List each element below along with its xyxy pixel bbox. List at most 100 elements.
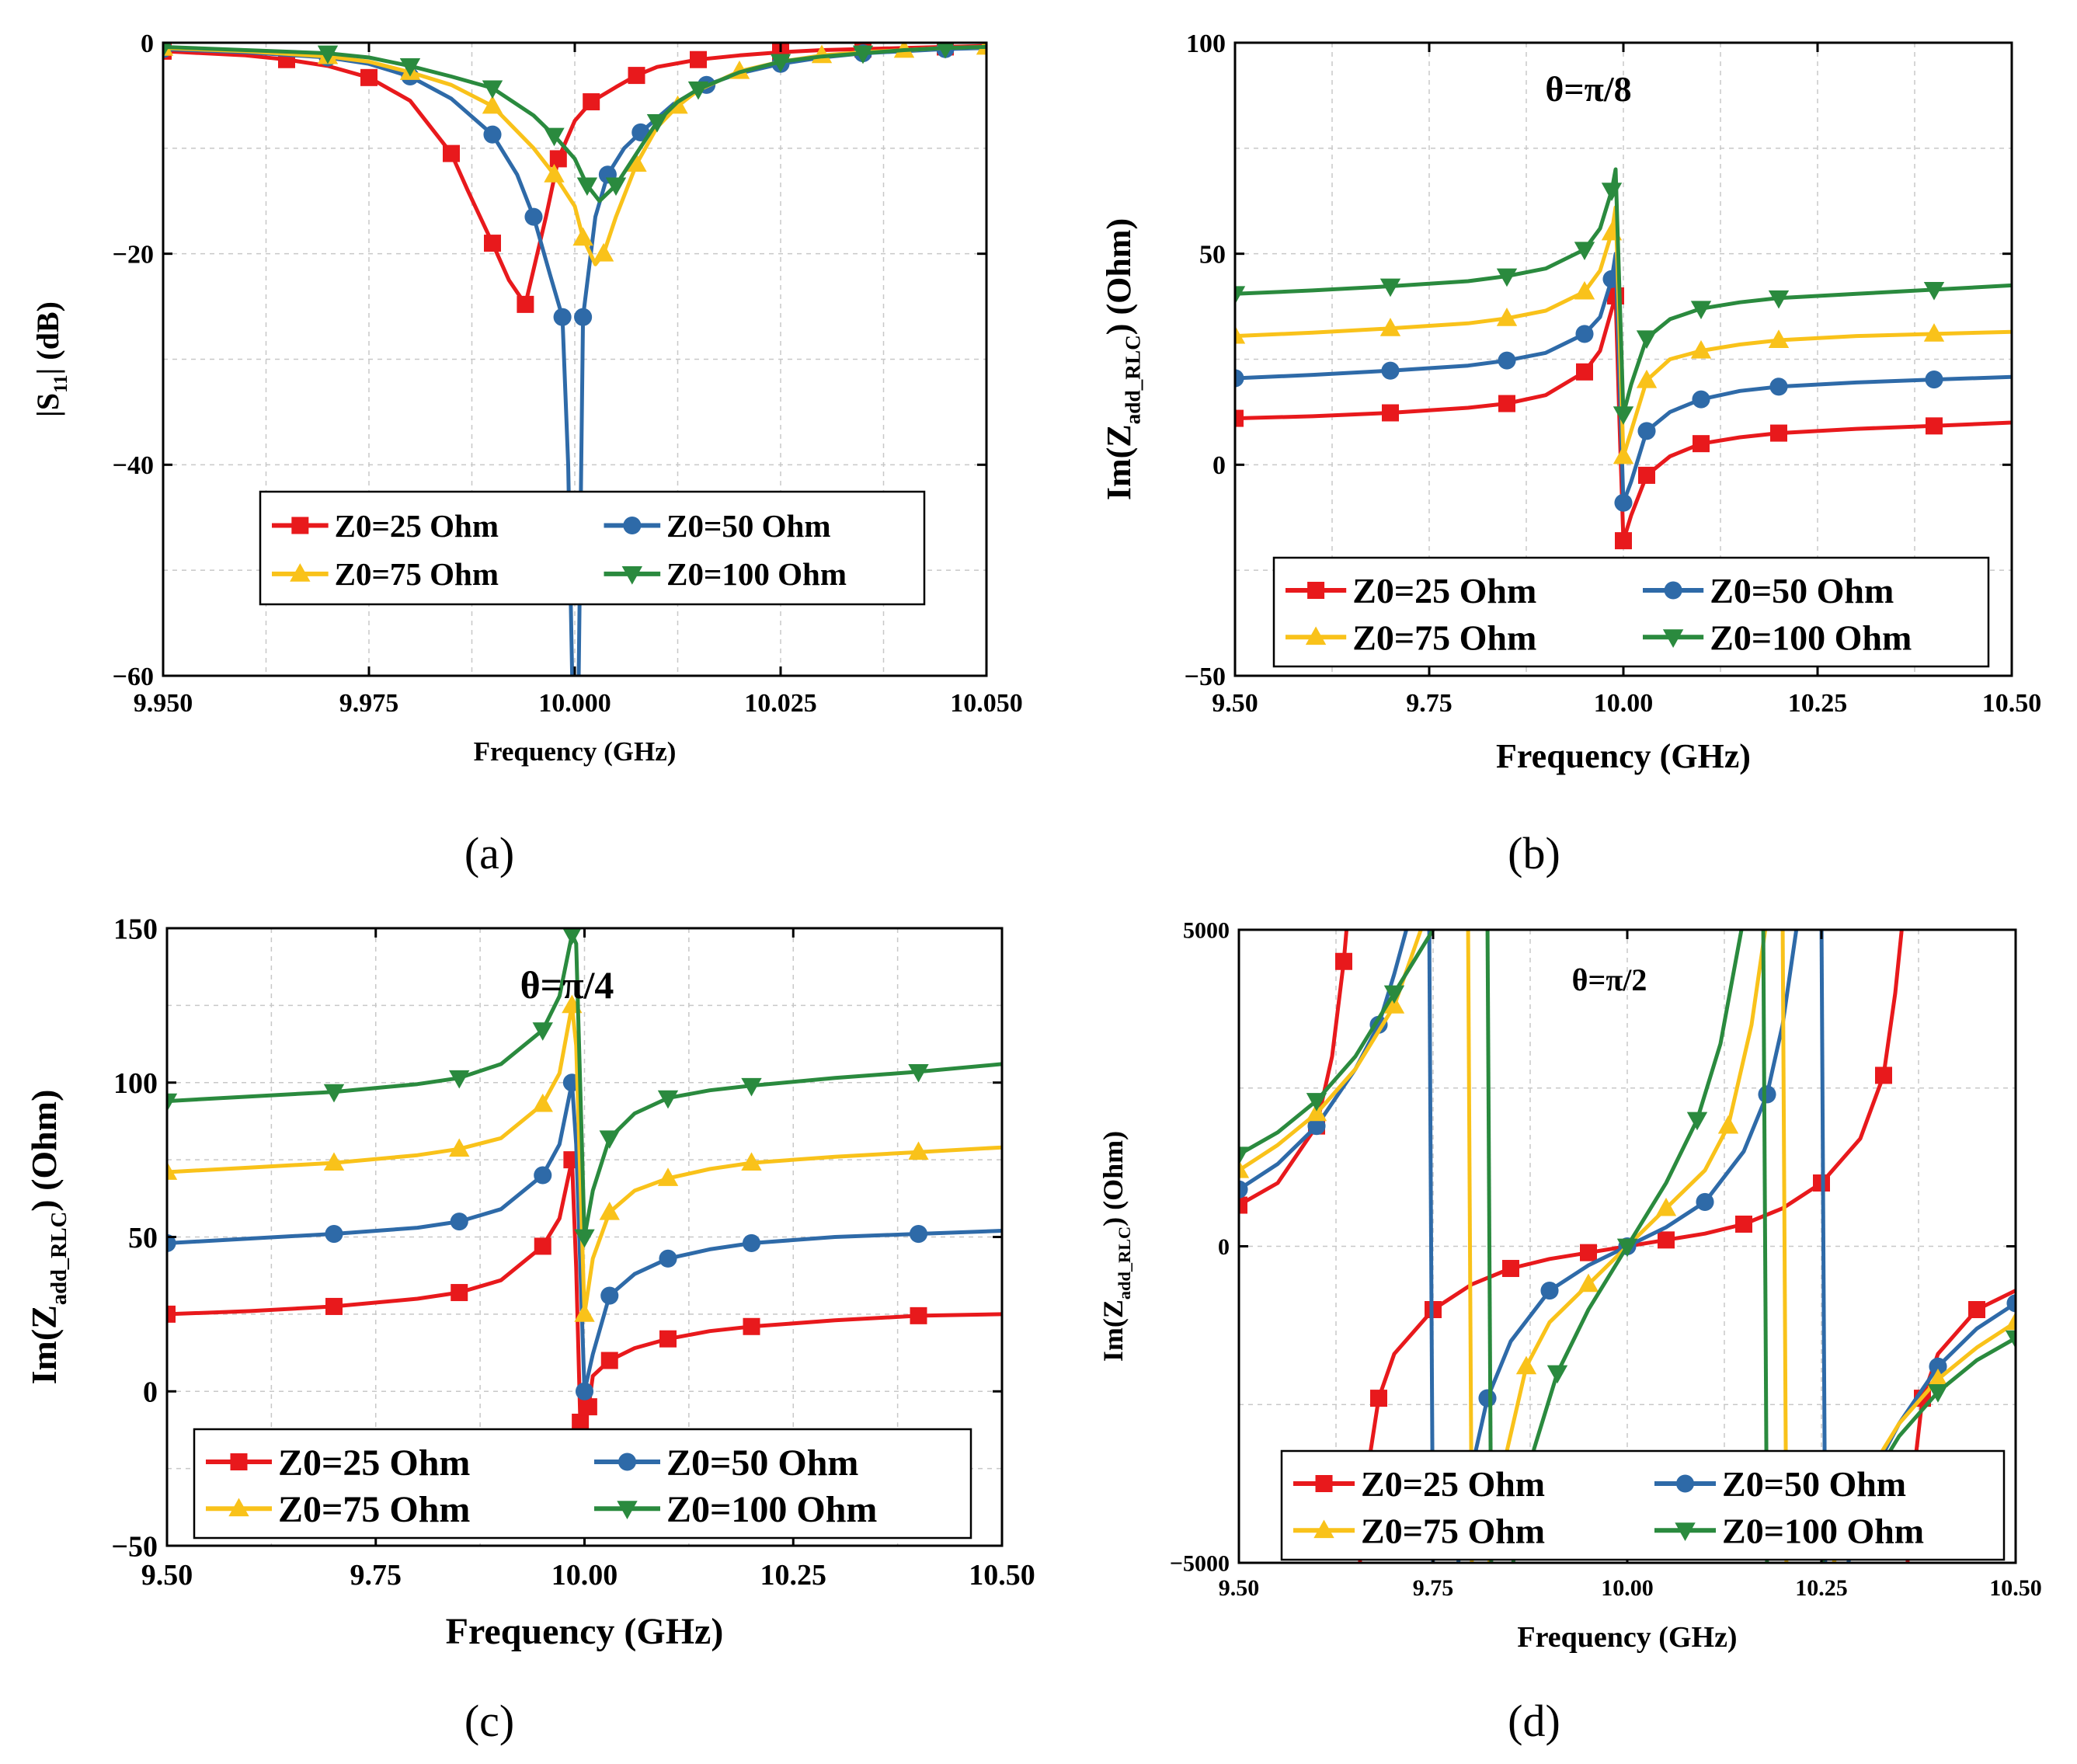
data-point <box>936 43 955 59</box>
data-point <box>484 235 501 252</box>
legend-label: Z0=75 Ohm <box>278 1489 470 1530</box>
data-point <box>553 308 572 326</box>
data-point <box>1637 422 1656 440</box>
legend: Z0=25 Ohm Z0=50 Ohm Z0=75 Ohm Z0=100 Ohm <box>193 1428 972 1540</box>
legend-marker <box>617 1501 638 1519</box>
data-point <box>544 127 565 147</box>
data-point <box>325 1297 343 1315</box>
data-point <box>317 45 339 64</box>
data-point <box>1383 995 1405 1014</box>
data-point <box>1690 301 1712 320</box>
data-point <box>690 50 707 68</box>
data-point <box>1306 1102 1327 1122</box>
series-z0-25-ohm <box>167 1151 1002 1431</box>
data-point <box>1613 406 1634 425</box>
x-tick-label: 9.50 <box>1219 1575 1260 1601</box>
data-point <box>517 295 534 313</box>
data-point <box>574 1229 595 1248</box>
data-point <box>1655 1197 1677 1216</box>
x-tick-label: 9.75 <box>350 1559 402 1592</box>
data-point <box>657 1090 679 1109</box>
data-point <box>2006 1294 2016 1313</box>
data-point <box>2005 1311 2016 1331</box>
x-tick-label: 10.00 <box>1601 1575 1654 1601</box>
data-point <box>599 1201 620 1220</box>
data-point <box>534 1237 551 1255</box>
legend-marker <box>290 563 311 582</box>
theta-annotation: θ=π/8 <box>1545 69 1631 109</box>
series-z0-50-ohm <box>167 1073 1002 1400</box>
data-point <box>1580 1244 1597 1261</box>
y-tick-label: 0 <box>143 1376 158 1409</box>
legend-label: Z0=50 Ohm <box>666 508 830 544</box>
legend-label: Z0=100 Ohm <box>666 556 847 592</box>
data-point <box>574 1303 595 1322</box>
data-point <box>743 1317 760 1335</box>
legend: Z0=25 Ohm Z0=50 Ohm Z0=75 Ohm Z0=100 Ohm <box>1272 556 1990 668</box>
data-point <box>741 1152 762 1171</box>
data-point <box>575 1382 594 1400</box>
data-point <box>583 93 600 111</box>
x-tick-label: 10.000 <box>538 689 611 718</box>
series-z0-50-ohm <box>163 43 986 676</box>
y-axis-title: Im(Zadd_RLC) (Ohm) <box>24 1090 71 1385</box>
data-point <box>544 164 565 183</box>
data-point <box>449 1138 470 1157</box>
legend-marker <box>618 1453 637 1471</box>
data-point <box>1636 369 1658 388</box>
data-point <box>1925 371 1943 389</box>
data-point <box>1383 985 1405 1004</box>
data-point <box>600 1352 618 1369</box>
data-point <box>1692 390 1710 409</box>
data-point <box>572 1414 590 1431</box>
y-tick-label: −40 <box>113 451 154 480</box>
data-point <box>450 1213 468 1231</box>
y-tick-label: 5000 <box>1183 918 1230 944</box>
data-point <box>534 1166 552 1185</box>
y-tick-label: 50 <box>128 1222 158 1254</box>
data-point <box>524 207 543 226</box>
y-tick-label: 150 <box>113 913 158 945</box>
data-point <box>1515 1355 1537 1375</box>
data-point <box>451 1284 468 1302</box>
series-z0-100-ohm <box>163 43 986 204</box>
data-point <box>1379 278 1401 297</box>
legend: Z0=25 Ohm Z0=50 Ohm Z0=75 Ohm Z0=100 Ohm <box>1280 1449 2006 1561</box>
data-point <box>323 1152 345 1171</box>
legend-label: Z0=50 Ohm <box>1722 1464 1906 1504</box>
data-point <box>770 54 791 73</box>
data-point <box>1574 280 1595 300</box>
data-point <box>742 1233 761 1252</box>
y-tick-label: −50 <box>1185 663 1226 691</box>
legend-label: Z0=100 Ohm <box>1710 618 1912 657</box>
data-point <box>1478 1389 1497 1407</box>
plot-area <box>163 43 986 676</box>
data-point <box>1540 1282 1559 1300</box>
data-point <box>163 43 172 58</box>
legend-marker <box>1307 582 1325 599</box>
data-point <box>1686 1112 1708 1131</box>
series-line <box>167 1003 1002 1317</box>
data-point <box>579 1398 597 1416</box>
data-point <box>1770 424 1787 442</box>
series-line <box>1235 167 2012 416</box>
legend-label: Z0=75 Ohm <box>335 556 499 592</box>
data-point <box>1768 290 1790 309</box>
data-point <box>325 1224 343 1244</box>
data-point <box>1498 395 1515 412</box>
data-point <box>605 177 627 197</box>
data-point <box>360 68 377 86</box>
data-point <box>483 125 502 144</box>
data-point <box>1601 183 1623 201</box>
legend-marker <box>1315 1475 1333 1492</box>
data-point <box>167 1233 176 1252</box>
legend-marker <box>1305 626 1327 645</box>
data-point <box>1923 281 1945 301</box>
data-point <box>576 177 598 197</box>
legend-marker <box>1313 1519 1334 1539</box>
y-tick-label: −60 <box>113 663 154 691</box>
x-tick-label: 10.00 <box>1594 689 1654 718</box>
data-point <box>1235 409 1244 427</box>
legend-label: Z0=25 Ohm <box>1361 1464 1545 1504</box>
data-point <box>1381 361 1400 380</box>
